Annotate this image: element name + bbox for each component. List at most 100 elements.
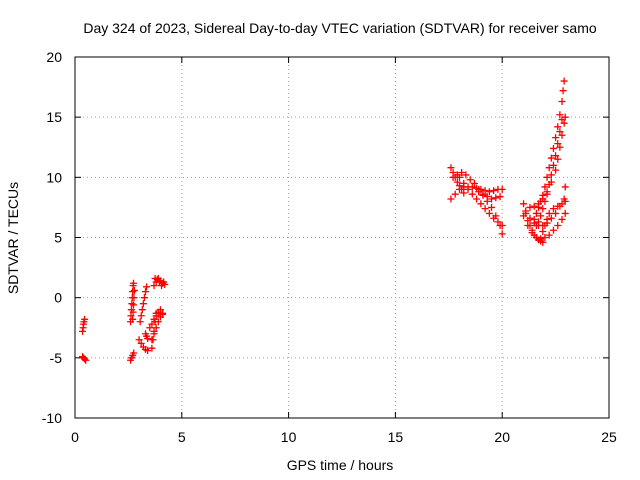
data-point: [547, 154, 555, 162]
data-point: [539, 238, 547, 246]
data-point: [532, 209, 540, 217]
data-point: [148, 320, 156, 328]
data-point: [545, 209, 553, 217]
data-point: [494, 218, 502, 226]
data-point: [541, 183, 549, 191]
data-point: [129, 315, 137, 323]
series-arc5: [129, 286, 138, 323]
y-tick-label: 5: [54, 230, 62, 246]
data-point: [532, 234, 540, 241]
data-point: [556, 143, 564, 151]
series-arc11: [148, 311, 167, 344]
data-point: [136, 318, 144, 326]
data-point: [468, 183, 476, 191]
data-point: [545, 164, 553, 172]
data-point: [144, 347, 152, 355]
data-point: [552, 209, 560, 217]
data-point: [130, 294, 138, 302]
data-point: [552, 134, 560, 142]
data-point: [477, 200, 485, 208]
series-arc3: [127, 349, 138, 364]
data-point: [537, 235, 545, 243]
data-point: [137, 312, 145, 320]
data-point: [127, 312, 135, 320]
data-point: [554, 155, 562, 163]
data-point: [137, 339, 145, 347]
data-point: [455, 182, 463, 190]
data-point: [485, 209, 493, 217]
x-tick-label: 25: [601, 429, 617, 445]
x-axis-label: GPS time / hours: [287, 457, 394, 473]
data-point: [524, 221, 532, 229]
series-arc13: [151, 274, 168, 290]
data-point: [559, 87, 567, 95]
data-point: [468, 190, 476, 198]
data-point: [150, 282, 158, 290]
data-point: [141, 288, 149, 296]
series-arc17: [455, 173, 506, 229]
data-point: [561, 209, 569, 217]
data-point: [138, 306, 146, 314]
x-tick-label: 10: [281, 429, 297, 445]
data-point: [547, 214, 555, 222]
data-point: [158, 282, 166, 290]
chart-title: Day 324 of 2023, Sidereal Day-to-day VTE…: [83, 20, 596, 36]
data-point: [464, 185, 472, 193]
data-point: [490, 214, 498, 222]
data-point: [556, 128, 564, 136]
data-point: [541, 234, 549, 241]
data-point: [560, 119, 568, 127]
y-tick-label: 0: [54, 290, 62, 306]
y-axis-label: SDTVAR / TECUs: [5, 182, 21, 294]
data-point: [458, 185, 466, 193]
grid: [75, 57, 609, 418]
data-point: [545, 231, 553, 239]
data-point: [148, 336, 156, 344]
data-point: [498, 221, 506, 229]
data-point: [130, 286, 138, 294]
y-tick-label: 15: [46, 109, 62, 125]
series-arc24: [532, 116, 566, 229]
data-point: [159, 311, 167, 319]
data-point: [492, 194, 500, 202]
data-point: [539, 205, 547, 213]
data-point: [541, 197, 549, 205]
data-point: [483, 193, 491, 201]
data-point: [81, 355, 89, 363]
data-point: [453, 178, 461, 186]
data-point: [460, 179, 468, 187]
data-point: [535, 203, 543, 211]
axis-ticks: 0 5 10 15 20 25 -10 -5 0 5 10 15 20: [42, 49, 617, 445]
series-arc6: [135, 336, 152, 355]
x-tick-label: 15: [388, 429, 404, 445]
data-point: [488, 195, 496, 203]
data-point: [549, 161, 557, 169]
data-point: [520, 212, 528, 220]
data-point: [547, 171, 555, 179]
data-point: [549, 226, 557, 234]
data-point: [541, 221, 549, 229]
data-point: [530, 215, 538, 223]
data-point: [496, 193, 504, 201]
data-point: [140, 294, 148, 302]
data-point: [522, 207, 530, 215]
data-point: [130, 301, 138, 309]
data-point: [449, 173, 457, 181]
data-point: [458, 169, 466, 177]
data-point: [545, 181, 553, 189]
data-point: [539, 191, 547, 199]
data-point: [462, 171, 470, 179]
data-point: [558, 215, 566, 223]
data-point: [558, 131, 566, 139]
data-point: [475, 188, 483, 196]
data-point: [152, 312, 160, 320]
data-point: [150, 330, 158, 338]
data-point: [130, 349, 138, 357]
data-point: [160, 278, 168, 286]
data-point: [143, 283, 151, 291]
data-point: [561, 197, 569, 205]
series-arc25: [539, 197, 569, 235]
data-point: [543, 190, 551, 198]
